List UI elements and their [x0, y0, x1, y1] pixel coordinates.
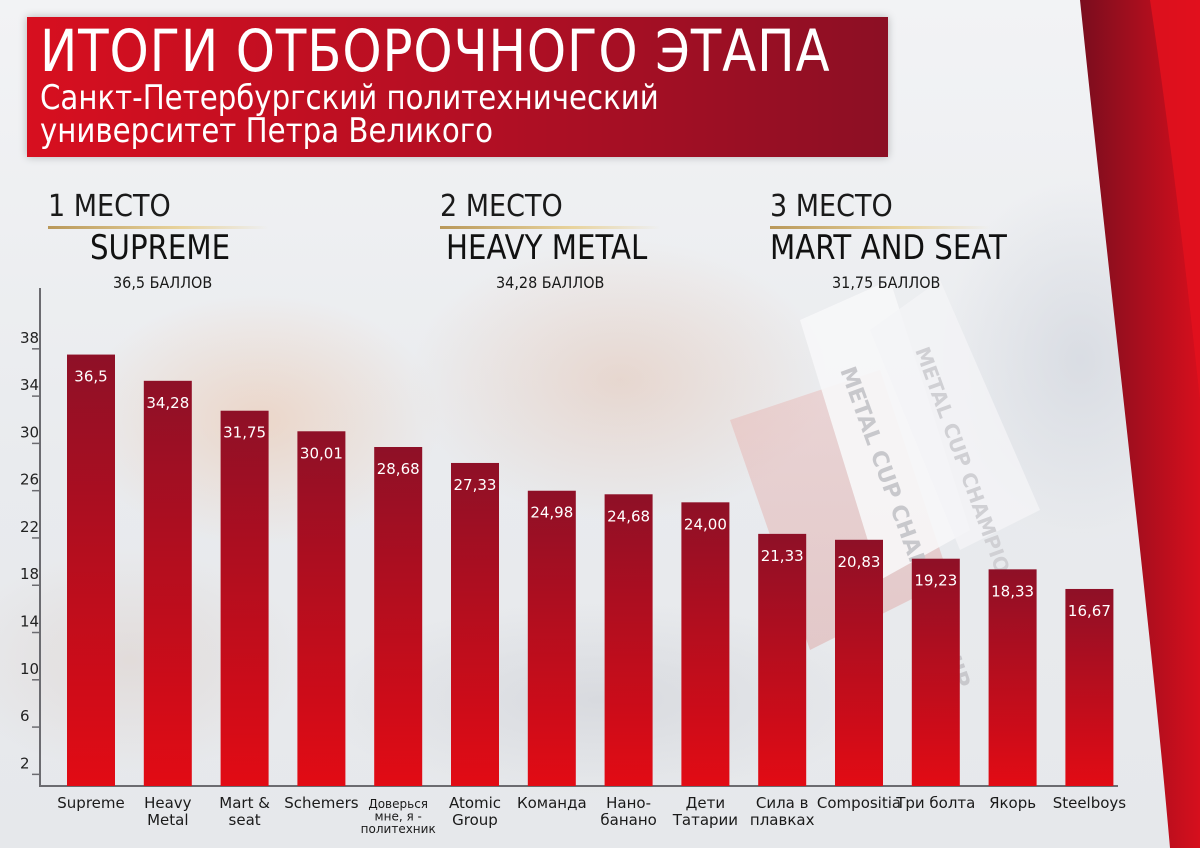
x-category-label: Heavy	[144, 794, 192, 812]
x-category-label: Сила в	[756, 794, 809, 812]
x-category-label: Доверься	[368, 797, 428, 811]
podium-second: 2 МЕСТО HEAVY METAL 34,28 БАЛЛОВ	[440, 190, 680, 293]
bar	[604, 494, 653, 786]
bar	[297, 431, 346, 786]
x-category-label: банано	[600, 811, 656, 829]
bar	[451, 462, 499, 786]
x-category-label: мне, я -	[375, 810, 422, 824]
y-tick-label: 26	[20, 471, 39, 489]
bar-value-label: 24,98	[530, 504, 573, 522]
page-title: ИТОГИ ОТБОРОЧНОГО ЭТАПА	[40, 17, 831, 85]
bar	[988, 569, 1037, 786]
place-score: 31,75 БАЛЛОВ	[832, 273, 941, 292]
place-score: 34,28 БАЛЛОВ	[496, 273, 605, 292]
bar	[1065, 588, 1114, 786]
y-tick-label: 22	[20, 518, 39, 536]
place-team: HEAVY METAL	[446, 228, 648, 268]
bar	[758, 533, 807, 786]
bar	[67, 354, 115, 786]
x-category-label: Команда	[517, 794, 587, 812]
bar-value-label: 20,83	[838, 553, 881, 571]
bar-value-label: 16,67	[1068, 602, 1111, 620]
bar-value-label: 36,5	[74, 368, 107, 386]
x-category-label: seat	[229, 811, 261, 829]
podium-third: 3 МЕСТО MART AND SEAT 31,75 БАЛЛОВ	[770, 190, 1045, 293]
x-category-label: плавках	[750, 811, 815, 829]
x-category-label: Татарии	[672, 811, 738, 829]
bar-value-label: 28,68	[377, 460, 420, 478]
y-tick-label: 14	[20, 613, 39, 631]
podium-first: 1 МЕСТО SUPREME 36,5 БАЛЛОВ	[48, 190, 268, 293]
y-tick-label: 38	[20, 329, 39, 347]
bar-value-label: 30,01	[300, 444, 343, 462]
place-team: MART AND SEAT	[770, 228, 1007, 268]
gold-divider	[770, 226, 990, 229]
bar-value-label: 34,28	[146, 394, 189, 412]
y-tick-label: 2	[20, 754, 30, 772]
place-score: 36,5 БАЛЛОВ	[113, 273, 213, 292]
x-category-label: Дети	[686, 794, 725, 812]
x-category-label: Schemers	[284, 794, 359, 812]
y-tick-label: 30	[20, 423, 39, 441]
y-tick-label: 6	[20, 707, 30, 725]
bar	[681, 502, 730, 786]
place-label: 1 МЕСТО	[48, 189, 171, 224]
bar	[374, 447, 423, 786]
place-label: 3 МЕСТО	[770, 189, 893, 224]
bar-value-label: 31,75	[223, 424, 266, 442]
page-subtitle: Санкт-Петербургский политехнический унив…	[40, 78, 659, 151]
x-category-label: Metal	[147, 811, 188, 829]
place-label: 2 МЕСТО	[440, 189, 563, 224]
x-category-label: Compositia	[817, 794, 901, 812]
x-category-label: политехник	[361, 822, 436, 836]
right-red-band	[1080, 0, 1200, 848]
x-category-label: Якорь	[989, 794, 1036, 812]
x-category-label: Нано-	[606, 794, 651, 812]
x-category-label: Три болта	[895, 794, 975, 812]
place-team: SUPREME	[90, 228, 231, 268]
bar-value-label: 27,33	[454, 476, 497, 494]
bar	[911, 558, 960, 786]
bar-value-label: 18,33	[991, 582, 1034, 600]
x-category-label: Group	[452, 811, 498, 829]
header-banner	[27, 17, 888, 157]
bar	[835, 539, 883, 786]
bar	[527, 490, 576, 786]
bar-value-label: 19,23	[914, 572, 957, 590]
gold-divider	[440, 226, 660, 229]
x-category-label: Mart &	[219, 794, 270, 812]
bar-value-label: 24,00	[684, 515, 727, 533]
bar-value-label: 21,33	[761, 547, 804, 565]
x-category-label: Atomic	[449, 794, 501, 812]
y-tick-label: 34	[20, 376, 39, 394]
bar-value-label: 24,68	[607, 507, 650, 525]
x-category-label: Steelboys	[1053, 794, 1127, 812]
bar	[220, 410, 269, 786]
y-tick-label: 18	[20, 565, 39, 583]
x-category-label: Supreme	[57, 794, 124, 812]
bar	[143, 380, 192, 786]
y-tick-label: 10	[20, 660, 39, 678]
gold-divider	[48, 226, 268, 229]
